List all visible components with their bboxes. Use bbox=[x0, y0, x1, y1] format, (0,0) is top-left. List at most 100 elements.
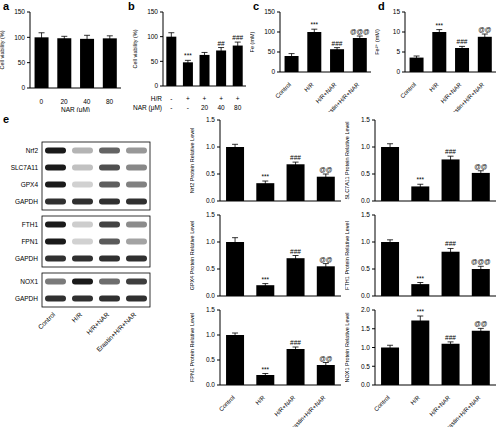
svg-text:0.5: 0.5 bbox=[206, 265, 215, 272]
svg-text:Erastin+H/R+NAR: Erastin+H/R+NAR bbox=[447, 81, 486, 112]
svg-text:80: 80 bbox=[234, 104, 242, 111]
svg-text:-: - bbox=[170, 95, 172, 102]
svg-text:H/R+NAR: H/R+NAR bbox=[428, 394, 451, 417]
svg-text:H/R+NAR: H/R+NAR bbox=[440, 81, 463, 104]
svg-text:SLC7A11 Protein Relative Level: SLC7A11 Protein Relative Level bbox=[345, 121, 350, 199]
svg-text:H/R: H/R bbox=[410, 394, 422, 406]
svg-text:1.0: 1.0 bbox=[361, 344, 370, 351]
svg-text:H/R: H/R bbox=[428, 81, 440, 93]
svg-text:0: 0 bbox=[154, 82, 158, 89]
svg-text:***: *** bbox=[417, 176, 425, 183]
svg-text:Cell viability (%): Cell viability (%) bbox=[132, 29, 138, 68]
svg-text:20: 20 bbox=[201, 104, 209, 111]
svg-text:+: + bbox=[186, 95, 190, 102]
svg-text:H/R: H/R bbox=[70, 311, 83, 324]
svg-text:H/R+NAR: H/R+NAR bbox=[273, 394, 296, 417]
svg-text:0: 0 bbox=[396, 68, 400, 75]
svg-text:1.5: 1.5 bbox=[361, 116, 370, 123]
svg-text:50: 50 bbox=[151, 58, 159, 65]
svg-text:0: 0 bbox=[271, 68, 275, 75]
svg-text:Control: Control bbox=[218, 394, 236, 412]
svg-text:0.5: 0.5 bbox=[361, 363, 370, 370]
svg-text:@@: @@ bbox=[319, 355, 333, 362]
svg-text:40: 40 bbox=[83, 98, 91, 105]
svg-text:GAPDH: GAPDH bbox=[15, 295, 38, 302]
svg-text:H/R+NAR: H/R+NAR bbox=[315, 81, 338, 104]
svg-text:@@: @@ bbox=[478, 26, 492, 33]
svg-text:H/R: H/R bbox=[303, 81, 315, 93]
svg-text:1.5: 1.5 bbox=[206, 306, 215, 313]
svg-text:100: 100 bbox=[14, 34, 25, 41]
svg-text:***: *** bbox=[436, 22, 444, 29]
svg-text:@@: @@ bbox=[319, 256, 333, 263]
svg-text:NAR (μM): NAR (μM) bbox=[133, 104, 162, 112]
svg-text:###: ### bbox=[332, 40, 343, 47]
svg-text:1.5: 1.5 bbox=[361, 211, 370, 218]
svg-text:0.0: 0.0 bbox=[206, 292, 215, 299]
svg-text:***: *** bbox=[262, 276, 270, 283]
svg-text:FTH1: FTH1 bbox=[22, 221, 39, 228]
svg-text:***: *** bbox=[417, 275, 425, 282]
svg-text:GPX4 Protein Relative Level: GPX4 Protein Relative Level bbox=[190, 221, 195, 291]
svg-text:0.5: 0.5 bbox=[206, 356, 215, 363]
svg-text:***: *** bbox=[262, 366, 270, 373]
svg-text:+: + bbox=[203, 95, 207, 102]
svg-text:5: 5 bbox=[396, 48, 400, 55]
svg-text:Fe²⁺ (mM): Fe²⁺ (mM) bbox=[375, 29, 380, 55]
svg-text:H/R: H/R bbox=[151, 95, 163, 102]
svg-text:Erastin+H/R+NAR: Erastin+H/R+NAR bbox=[443, 394, 482, 427]
svg-text:150: 150 bbox=[14, 8, 25, 15]
svg-text:50: 50 bbox=[268, 48, 276, 55]
svg-text:20: 20 bbox=[61, 98, 69, 105]
svg-text:GPX4: GPX4 bbox=[21, 181, 39, 188]
svg-text:###: ### bbox=[290, 248, 301, 255]
svg-text:0.5: 0.5 bbox=[361, 170, 370, 177]
svg-text:0.0: 0.0 bbox=[206, 197, 215, 204]
svg-text:150: 150 bbox=[264, 8, 275, 15]
svg-text:NOX1: NOX1 bbox=[20, 278, 38, 285]
svg-text:0.5: 0.5 bbox=[361, 265, 370, 272]
svg-text:***: *** bbox=[262, 173, 270, 180]
svg-text:1.5: 1.5 bbox=[206, 116, 215, 123]
svg-text:+: + bbox=[236, 95, 240, 102]
svg-text:1.0: 1.0 bbox=[206, 238, 215, 245]
svg-text:FPN1: FPN1 bbox=[21, 238, 38, 245]
svg-text:2.0: 2.0 bbox=[361, 306, 370, 313]
svg-text:0.0: 0.0 bbox=[361, 197, 370, 204]
svg-text:###: ### bbox=[290, 154, 301, 161]
svg-text:NAR (μM): NAR (μM) bbox=[61, 106, 90, 112]
svg-text:Erastin+H/R+NAR: Erastin+H/R+NAR bbox=[95, 311, 137, 353]
svg-text:0: 0 bbox=[40, 98, 44, 105]
svg-text:50: 50 bbox=[18, 59, 26, 66]
svg-text:###: ### bbox=[445, 240, 456, 247]
svg-text:###: ### bbox=[445, 148, 456, 155]
svg-text:+: + bbox=[219, 95, 223, 102]
svg-text:100: 100 bbox=[147, 33, 158, 40]
svg-text:###: ### bbox=[232, 34, 243, 41]
svg-text:###: ### bbox=[445, 334, 456, 341]
svg-text:Control: Control bbox=[274, 81, 292, 99]
svg-text:***: *** bbox=[417, 308, 425, 315]
svg-text:1.0: 1.0 bbox=[206, 331, 215, 338]
svg-text:FPN1 Protein Relative Level: FPN1 Protein Relative Level bbox=[190, 313, 195, 382]
svg-text:100: 100 bbox=[264, 28, 275, 35]
svg-text:15: 15 bbox=[393, 8, 401, 15]
svg-text:Erastin+H/R+NAR: Erastin+H/R+NAR bbox=[288, 394, 327, 427]
svg-text:Erastin+H/R+NAR: Erastin+H/R+NAR bbox=[322, 81, 361, 112]
svg-text:GAPDH: GAPDH bbox=[15, 255, 38, 262]
svg-text:@@: @@ bbox=[474, 163, 488, 170]
svg-text:150: 150 bbox=[147, 8, 158, 15]
svg-text:-: - bbox=[187, 104, 189, 111]
svg-text:Fe (mM): Fe (mM) bbox=[250, 31, 255, 52]
svg-text:1.0: 1.0 bbox=[361, 238, 370, 245]
svg-text:0.0: 0.0 bbox=[361, 292, 370, 299]
svg-text:H/R+NAR: H/R+NAR bbox=[85, 311, 110, 336]
svg-text:1.0: 1.0 bbox=[361, 143, 370, 150]
svg-text:###: ### bbox=[290, 339, 301, 346]
svg-text:SLC7A11: SLC7A11 bbox=[11, 164, 39, 171]
svg-text:***: *** bbox=[311, 21, 319, 28]
svg-text:NOX1 Protein Relative Level: NOX1 Protein Relative Level bbox=[345, 312, 350, 382]
svg-text:###: ### bbox=[457, 38, 468, 45]
svg-text:@@: @@ bbox=[474, 320, 488, 327]
svg-text:Nrf2 Protein Relative Level: Nrf2 Protein Relative Level bbox=[190, 128, 195, 193]
